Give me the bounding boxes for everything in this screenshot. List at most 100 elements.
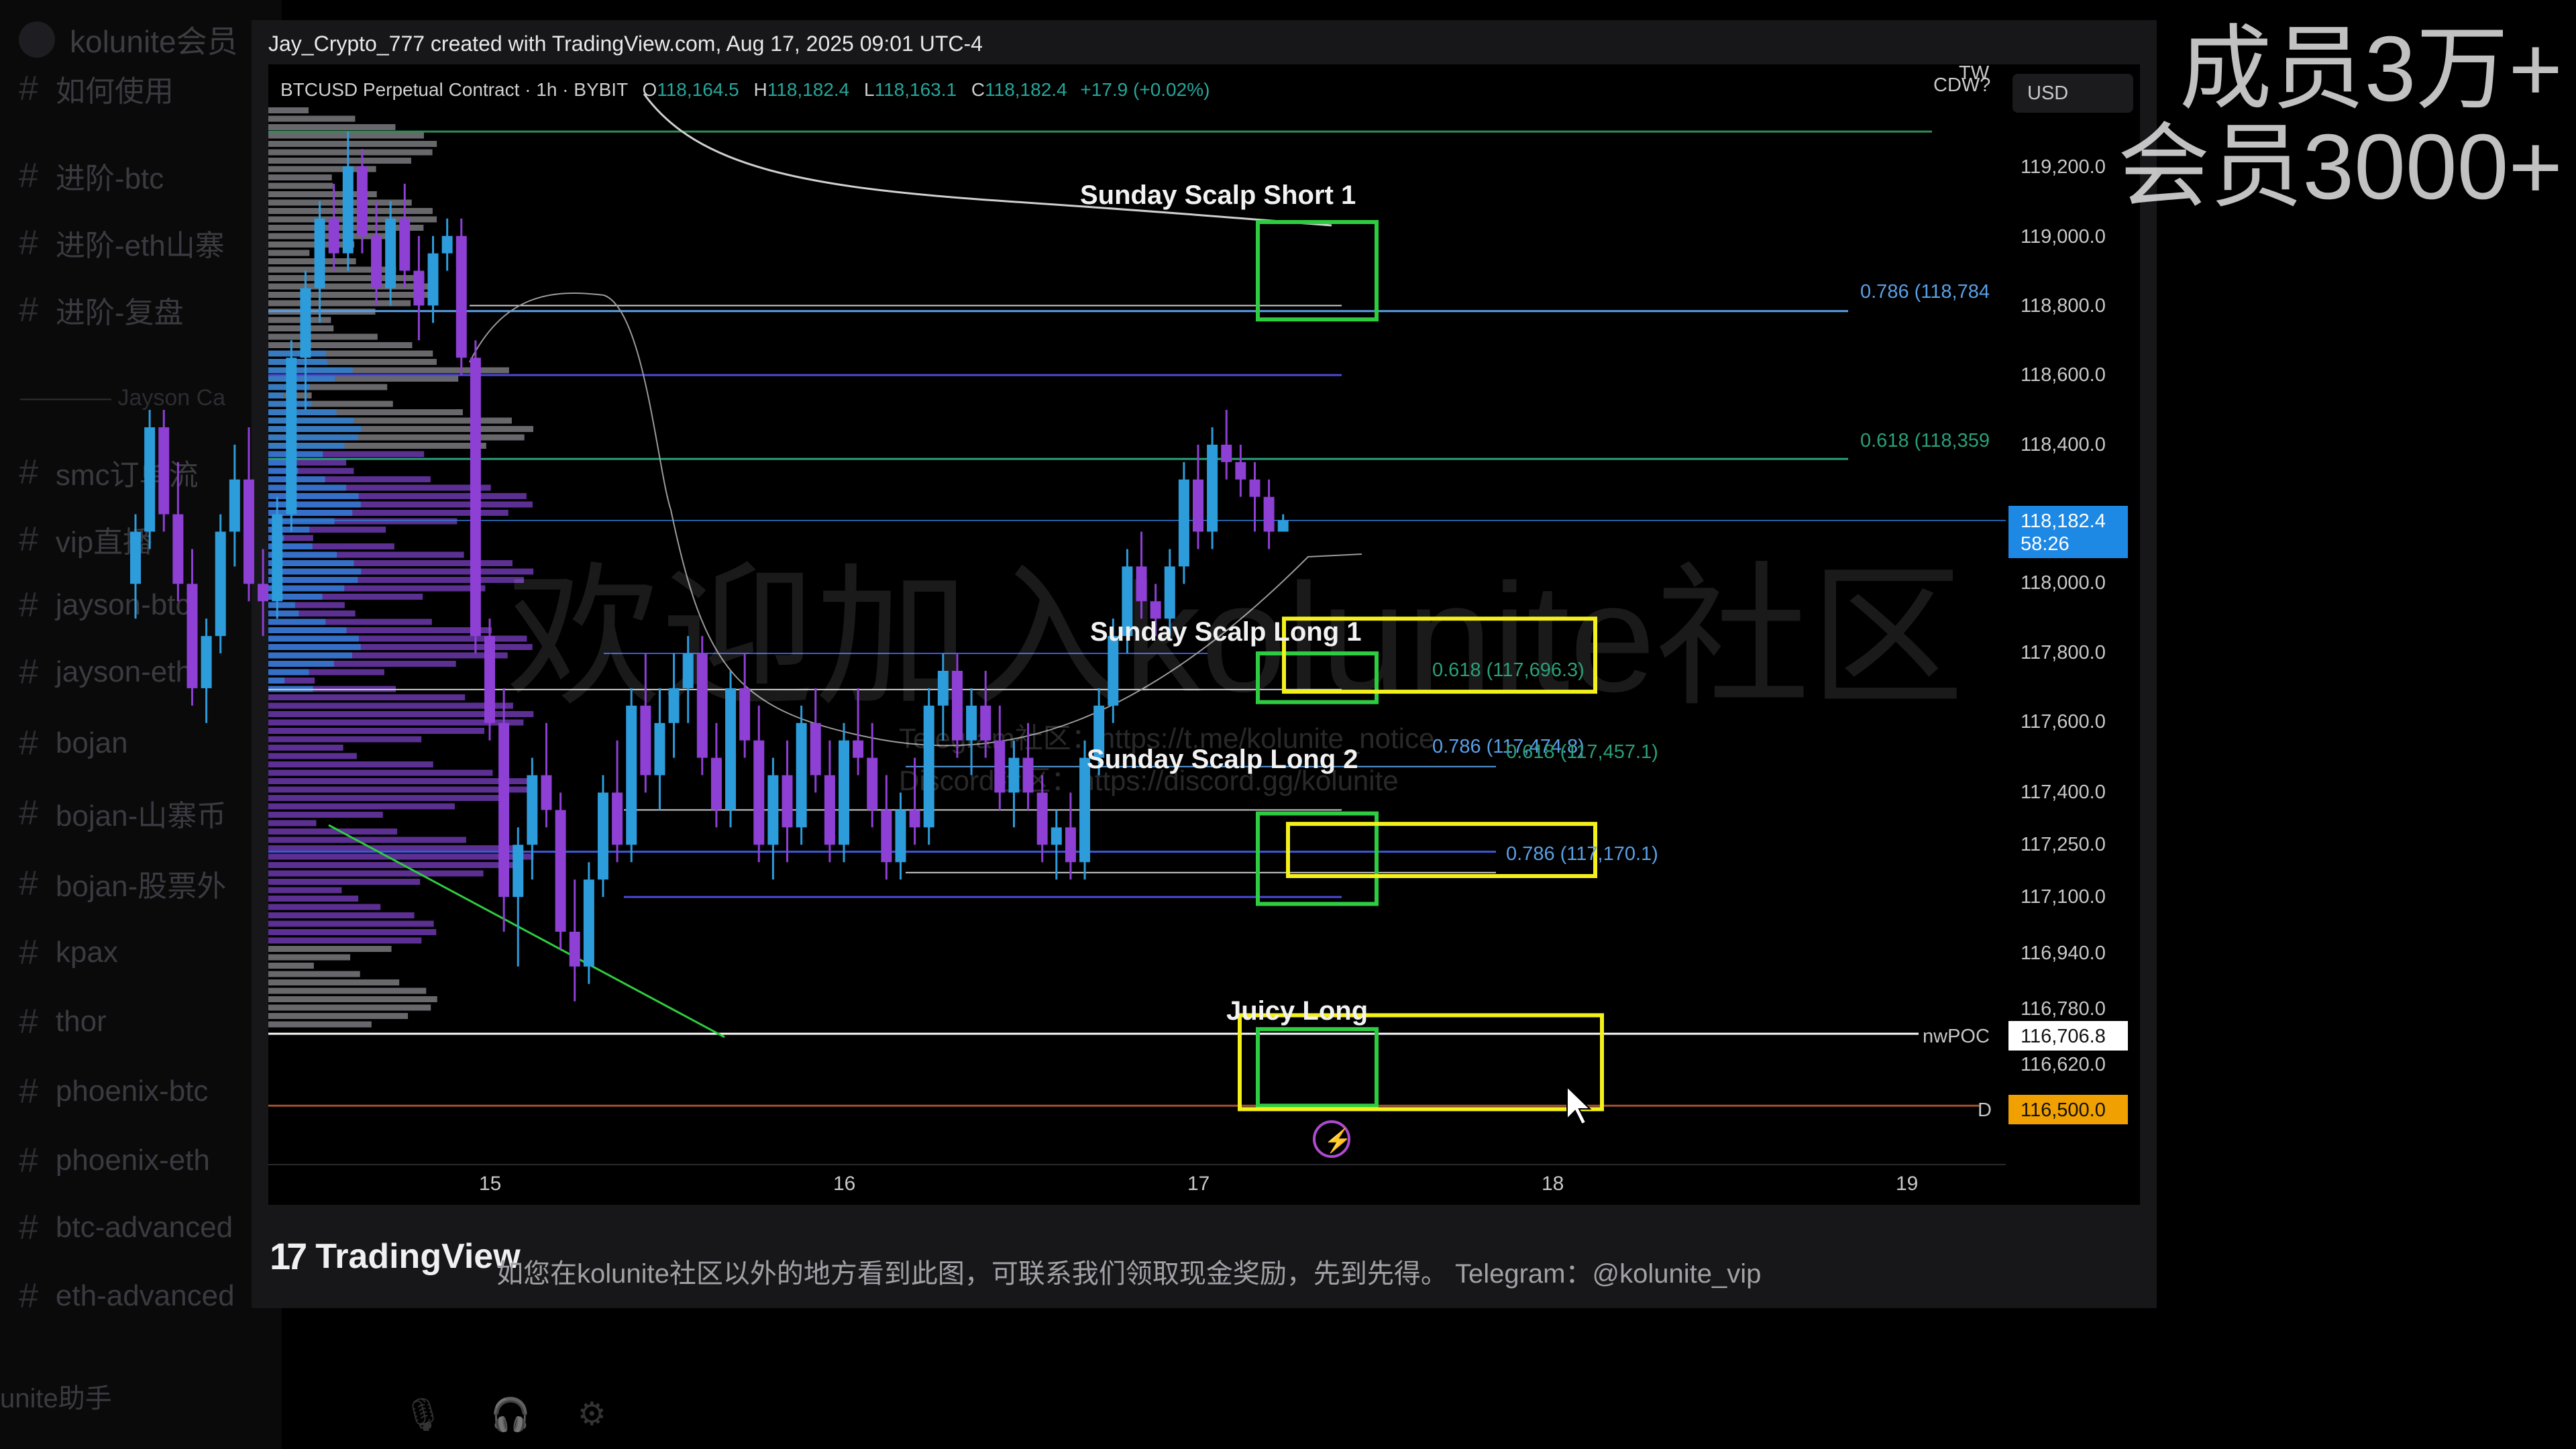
candle-body [441, 235, 453, 254]
sidebar-channel[interactable]: # phoenix-btc [19, 1071, 208, 1112]
profile-bar [268, 979, 400, 985]
candle-body [1221, 444, 1232, 462]
brand-name: TradingView [315, 1236, 521, 1276]
plot-background[interactable] [268, 64, 2006, 1205]
currency-selector[interactable] [2012, 74, 2133, 113]
candle [895, 792, 906, 880]
profile-bar [268, 560, 513, 566]
profile-bar [268, 837, 466, 843]
fib-label: 0.618 (117,696.3) [1432, 659, 1585, 681]
candle-body [1193, 479, 1203, 532]
candle-body [342, 166, 354, 254]
nwpoc-value: 116,706.8 [2021, 1026, 2106, 1047]
profile-bar-accent [268, 510, 353, 516]
sidebar-channel[interactable]: # thor [19, 1002, 107, 1042]
candle-body [1178, 479, 1189, 567]
candle [229, 444, 240, 567]
candle [839, 722, 849, 863]
profile-bar [268, 577, 525, 583]
price-axis[interactable] [2006, 64, 2140, 1205]
sidebar-channel[interactable]: # kpax [19, 932, 118, 973]
sidebar-channel-label: 进阶-eth山寨 [55, 229, 225, 262]
date-tick: 17 [1187, 1173, 1210, 1195]
sidebar-channel-label: phoenix-eth [55, 1144, 210, 1177]
sidebar-channel[interactable]: # jayson-eth [19, 652, 192, 692]
profile-bar [268, 996, 437, 1002]
candle-body [1093, 705, 1105, 758]
profile-bar [268, 769, 493, 776]
candle [399, 183, 411, 288]
sidebar-channel[interactable]: # eth-advanced [19, 1276, 235, 1316]
candle-body [1249, 479, 1260, 497]
profile-bar [268, 468, 354, 474]
sidebar-channel[interactable]: # jayson-btc [19, 585, 190, 625]
profile-bar [268, 610, 356, 616]
profile-bar [268, 476, 431, 482]
candle-body [1263, 496, 1275, 532]
zone-box-green [1256, 1027, 1379, 1108]
price-tick: 117,100.0 [2021, 886, 2106, 908]
sidebar-channel[interactable]: # smc订单流 [19, 451, 199, 494]
hash-icon: # [19, 223, 38, 262]
candle [215, 514, 226, 654]
sidebar-channel[interactable]: # bojan [19, 723, 128, 763]
candle [513, 827, 524, 967]
sidebar-channel[interactable]: # 进阶-复盘 [19, 288, 184, 331]
profile-bar [268, 149, 433, 156]
sidebar-channel[interactable]: # phoenix-eth [19, 1140, 210, 1181]
hash-icon: # [19, 864, 38, 903]
candle [682, 636, 694, 723]
sidebar-user[interactable]: unite助手 [0, 1384, 112, 1413]
candle [441, 218, 453, 271]
candle [640, 653, 651, 793]
candle [810, 688, 821, 793]
promo-line-1: 成员3万+ [2179, 17, 2563, 121]
candle-body [881, 810, 892, 863]
candle [966, 688, 977, 775]
profile-bar [268, 845, 514, 851]
sidebar-channel[interactable]: # 如何使用 [19, 67, 174, 110]
candle [172, 462, 184, 602]
alert-icon[interactable]: ⚡ [1313, 1120, 1352, 1158]
profile-bar [268, 426, 534, 432]
profile-bar [268, 812, 383, 818]
zone-box-green [1256, 651, 1379, 704]
sidebar-channel-label: 进阶-复盘 [55, 297, 184, 329]
candle-body [243, 479, 254, 584]
profile-bar-accent [268, 434, 358, 441]
profile-bar-accent [268, 652, 352, 659]
ohlc-legend: BTCUSD Perpetual Contract · 1h · BYBIT O… [280, 79, 1210, 100]
candle [314, 201, 325, 323]
ma-curve [469, 292, 1362, 747]
sidebar-channel[interactable]: # btc-advanced [19, 1208, 233, 1248]
sidebar-channel[interactable]: # bojan-山寨币 [19, 792, 226, 835]
candle [1221, 410, 1232, 480]
candle-body [725, 688, 737, 810]
candle-body [1277, 520, 1289, 532]
hash-icon: # [19, 1141, 38, 1180]
sidebar-channel[interactable]: # bojan-股票外 [19, 862, 226, 905]
microphone-icon[interactable]: 🎙 [402, 1397, 443, 1433]
gear-icon[interactable]: ⚙ [577, 1397, 606, 1432]
candle-body [1150, 601, 1161, 619]
profile-bar [268, 778, 527, 784]
cursor-icon [1566, 1085, 1592, 1126]
profile-bar [268, 585, 486, 592]
candle [342, 131, 354, 271]
date-tick: 19 [1896, 1173, 1918, 1195]
candle [201, 619, 212, 723]
profile-bar [268, 199, 412, 206]
sidebar-channel[interactable]: # 进阶-eth山寨 [19, 221, 225, 264]
profile-bar [268, 551, 464, 558]
candle-body [215, 531, 226, 637]
server-name: kolunite会员 [70, 24, 238, 59]
sidebar-section-label: ———— Jayson Ca [20, 385, 226, 411]
profile-bar-accent [268, 476, 325, 482]
sidebar-channel[interactable]: # 进阶-btc [19, 154, 164, 197]
headphones-icon[interactable]: 🎧 [490, 1397, 531, 1433]
profile-bar [268, 292, 433, 298]
profile-bar [268, 317, 331, 323]
server-header[interactable]: kolunite会员 [19, 17, 238, 62]
candle-body [753, 740, 765, 845]
